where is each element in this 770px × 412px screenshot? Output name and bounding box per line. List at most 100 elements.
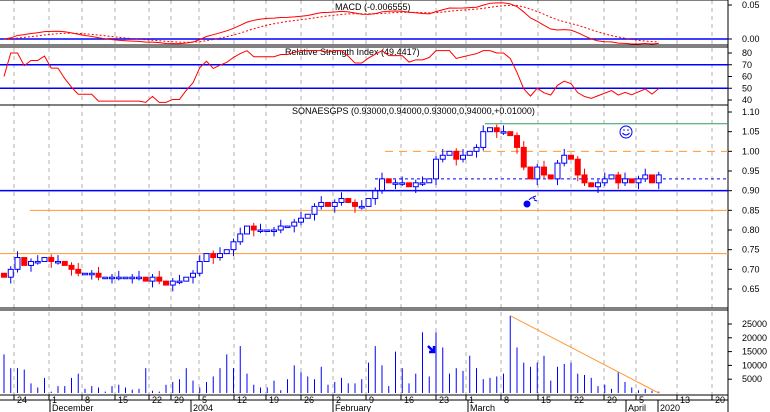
candle: [419, 182, 426, 185]
candle: [338, 198, 345, 203]
candle: [507, 131, 514, 137]
candle: [7, 268, 14, 278]
candle: [176, 280, 183, 284]
candle: [311, 205, 318, 215]
candle: [480, 131, 487, 148]
candle: [392, 182, 399, 185]
y-tick-label: 10000: [742, 360, 767, 370]
candle: [217, 253, 223, 259]
candle: [277, 225, 284, 231]
candle: [1, 272, 7, 278]
candle: [14, 257, 21, 270]
candle: [406, 182, 412, 188]
smiley-icon[interactable]: [619, 125, 633, 139]
month-label: 2020: [660, 403, 680, 412]
candle: [433, 158, 439, 180]
month-label: April: [628, 403, 646, 412]
candle: [439, 154, 446, 160]
candle: [655, 174, 662, 184]
candle: [345, 198, 352, 203]
candle: [190, 272, 196, 278]
y-tick-label: 15000: [742, 347, 767, 357]
candle: [230, 241, 237, 251]
month-label: March: [470, 403, 495, 412]
candle: [129, 276, 136, 280]
candle: [304, 213, 311, 219]
candle: [88, 272, 95, 276]
candle: [500, 131, 507, 134]
candle: [365, 198, 372, 207]
candle: [493, 127, 500, 133]
candle: [385, 178, 392, 184]
candle: [568, 154, 574, 160]
candle: [149, 276, 156, 282]
y-tick-label: 0.95: [742, 166, 760, 176]
candle: [331, 201, 338, 207]
candle: [28, 260, 34, 266]
candle: [34, 260, 41, 264]
candle: [622, 178, 628, 184]
arrow-icon[interactable]: [427, 345, 436, 354]
candle: [115, 276, 122, 280]
candle: [196, 260, 203, 274]
candle: [581, 174, 588, 184]
bomb-icon[interactable]: [523, 195, 538, 208]
y-tick-label: 0.65: [742, 284, 760, 294]
y-tick-label: 60: [742, 72, 752, 82]
candle: [628, 178, 635, 184]
candle: [460, 154, 466, 160]
candle: [156, 276, 163, 282]
month-label: February: [335, 403, 372, 412]
candle: [642, 174, 649, 180]
candle: [75, 268, 82, 274]
candle: [298, 217, 304, 223]
macd-signal-line: [3, 4, 659, 43]
candle: [169, 280, 176, 286]
price-title: SONAESGPS (0.93000,0.94000,0.93000,0.940…: [292, 106, 535, 116]
candle: [372, 190, 379, 200]
candle: [291, 221, 298, 227]
macd-title: MACD (-0.006555): [335, 2, 411, 12]
candle: [264, 229, 271, 232]
candle: [325, 201, 331, 207]
candle: [122, 276, 129, 280]
candle: [163, 280, 169, 286]
candle: [109, 276, 115, 280]
candle: [136, 276, 142, 280]
candle: [534, 166, 541, 180]
candle: [183, 276, 190, 282]
candle: [520, 146, 527, 168]
y-tick-label: 1.05: [742, 127, 760, 137]
candle: [244, 225, 250, 235]
candle: [142, 276, 149, 282]
candle: [615, 174, 622, 184]
candle: [574, 158, 581, 176]
candle: [41, 257, 48, 262]
candle: [473, 146, 480, 152]
candle: [635, 178, 642, 184]
y-tick-label: 1.00: [742, 146, 760, 156]
candle: [541, 166, 547, 176]
candle: [649, 174, 655, 184]
candle: [412, 182, 419, 188]
y-tick-label: 25000: [742, 319, 767, 329]
candle: [284, 225, 291, 229]
candle: [547, 174, 554, 180]
y-tick-label: 0.05: [742, 0, 760, 10]
candle: [453, 150, 460, 160]
panel-frame: [0, 309, 729, 396]
candle: [514, 135, 520, 148]
candle: [426, 178, 433, 184]
y-tick-label: 20000: [742, 333, 767, 343]
candle: [95, 272, 102, 278]
y-tick-label: 0.00: [742, 34, 760, 44]
candle: [554, 162, 561, 180]
month-label: December: [52, 403, 94, 412]
y-tick-label: 80: [742, 48, 752, 58]
candle: [257, 229, 264, 232]
y-tick-label: 40: [742, 95, 752, 105]
candle: [588, 182, 595, 188]
candle: [68, 264, 75, 270]
